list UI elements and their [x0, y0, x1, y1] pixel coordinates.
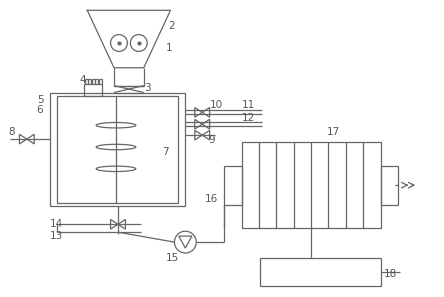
Bar: [50, 93, 185, 206]
Text: 3: 3: [144, 83, 151, 93]
Text: 17: 17: [327, 127, 340, 137]
Bar: [84, 84, 102, 96]
Text: 8: 8: [8, 127, 15, 137]
Text: 5: 5: [37, 95, 44, 105]
Bar: [381, 166, 398, 205]
Bar: [224, 166, 242, 205]
Text: 4: 4: [79, 75, 86, 85]
Text: 6: 6: [37, 105, 44, 115]
Text: 2: 2: [169, 21, 175, 31]
Bar: [56, 96, 178, 203]
Text: 13: 13: [50, 231, 63, 241]
Text: 16: 16: [205, 194, 218, 203]
Text: 10: 10: [210, 100, 223, 110]
Bar: [242, 142, 381, 228]
Text: 9: 9: [208, 135, 215, 145]
Text: 18: 18: [384, 269, 397, 279]
Text: 11: 11: [242, 100, 255, 110]
Bar: [260, 258, 381, 286]
Text: 7: 7: [163, 147, 169, 157]
Text: 12: 12: [242, 113, 255, 123]
Text: 1: 1: [166, 43, 172, 53]
Text: 15: 15: [166, 253, 179, 263]
Text: 14: 14: [50, 219, 63, 229]
